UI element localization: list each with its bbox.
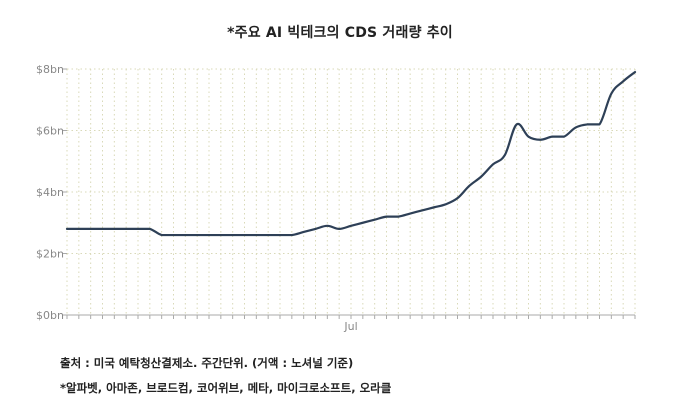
data-point — [385, 216, 387, 218]
x-tick-label: Jul — [343, 320, 357, 333]
footnote: *알파벳, 아마존, 브로드컴, 코어위브, 메타, 마이크로소프트, 오라클 — [60, 381, 392, 395]
data-point — [563, 136, 565, 138]
data-point — [504, 154, 506, 156]
data-point — [338, 228, 340, 230]
data-point — [161, 234, 163, 236]
y-tick-label: $2bn — [36, 248, 64, 261]
data-point — [326, 225, 328, 227]
data-point — [551, 136, 553, 138]
data-point — [409, 212, 411, 214]
data-point — [314, 228, 316, 230]
data-point — [279, 234, 281, 236]
data-point — [267, 234, 269, 236]
data-point — [208, 234, 210, 236]
data-point — [172, 234, 174, 236]
data-point — [196, 234, 198, 236]
data-point — [66, 228, 68, 230]
data-point — [220, 234, 222, 236]
y-tick-label: $0bn — [36, 309, 64, 322]
y-tick-label: $4bn — [36, 186, 64, 199]
data-point — [610, 93, 612, 95]
data-point — [456, 197, 458, 199]
data-point — [598, 123, 600, 125]
data-point — [137, 228, 139, 230]
axes — [63, 68, 636, 319]
data-point — [421, 209, 423, 211]
data-point — [78, 228, 80, 230]
data-point — [255, 234, 257, 236]
source-note: 출처 : 미국 예탁청산결제소. 주간단위. (거액 : 노셔널 기준) — [60, 356, 354, 370]
data-point — [291, 234, 293, 236]
data-point — [90, 228, 92, 230]
data-point — [184, 234, 186, 236]
data-point — [516, 123, 518, 125]
y-tick-label: $6bn — [36, 125, 64, 138]
data-point — [374, 219, 376, 221]
grid-lines — [66, 68, 636, 315]
data-point — [539, 139, 541, 141]
data-point — [232, 234, 234, 236]
series-line — [65, 70, 637, 237]
tick-labels: $0bn $2bn $4bn $6bn $8bn Jul — [36, 63, 358, 333]
data-point — [350, 225, 352, 227]
data-point — [575, 126, 577, 128]
data-point — [492, 163, 494, 165]
data-point — [634, 71, 636, 73]
data-point — [527, 136, 529, 138]
data-point — [445, 203, 447, 205]
y-tick-label: $8bn — [36, 63, 64, 76]
data-point — [149, 228, 151, 230]
chart-title: *주요 AI 빅테크의 CDS 거래량 추이 — [227, 25, 453, 41]
data-point — [125, 228, 127, 230]
series-layer — [65, 70, 637, 237]
data-point — [303, 231, 305, 233]
data-point — [587, 123, 589, 125]
data-point — [362, 222, 364, 224]
data-point — [397, 216, 399, 218]
data-point — [113, 228, 115, 230]
data-point — [622, 80, 624, 82]
data-point — [243, 234, 245, 236]
data-point — [480, 176, 482, 178]
data-point — [468, 185, 470, 187]
data-point — [101, 228, 103, 230]
data-point — [433, 206, 435, 208]
